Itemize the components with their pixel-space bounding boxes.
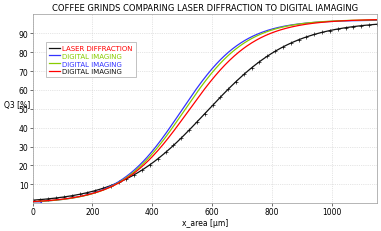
DIGITAL IMAGING	[290, 26, 294, 29]
DIGITAL IMAGING	[119, 179, 123, 182]
DIGITAL IMAGING	[290, 24, 294, 27]
DIGITAL IMAGING	[119, 180, 123, 183]
DIGITAL IMAGING	[30, 200, 35, 203]
LASER DIFFRACTION	[260, 59, 265, 62]
DIGITAL IMAGING	[91, 192, 96, 195]
DIGITAL IMAGING	[260, 32, 265, 34]
LASER DIFFRACTION	[91, 190, 96, 193]
DIGITAL IMAGING	[233, 49, 238, 52]
LASER DIFFRACTION	[233, 81, 238, 84]
Line: DIGITAL IMAGING: DIGITAL IMAGING	[33, 21, 377, 202]
X-axis label: x_area [μm]: x_area [μm]	[182, 218, 228, 227]
LASER DIFFRACTION	[290, 42, 294, 45]
DIGITAL IMAGING	[233, 54, 238, 57]
DIGITAL IMAGING	[260, 33, 265, 36]
DIGITAL IMAGING	[186, 100, 190, 102]
DIGITAL IMAGING	[233, 46, 238, 49]
LASER DIFFRACTION	[119, 180, 123, 183]
DIGITAL IMAGING	[91, 192, 96, 195]
DIGITAL IMAGING	[91, 192, 96, 195]
LASER DIFFRACTION	[30, 199, 35, 202]
DIGITAL IMAGING	[186, 110, 190, 113]
DIGITAL IMAGING	[375, 19, 379, 22]
DIGITAL IMAGING	[186, 104, 190, 107]
DIGITAL IMAGING	[119, 180, 123, 183]
DIGITAL IMAGING	[375, 20, 379, 23]
DIGITAL IMAGING	[30, 201, 35, 203]
DIGITAL IMAGING	[30, 202, 35, 205]
Title: COFFEE GRINDS COMPARING LASER DIFFRACTION TO DIGITAL IAMAGING: COFFEE GRINDS COMPARING LASER DIFFRACTIO…	[52, 4, 358, 13]
Line: LASER DIFFRACTION: LASER DIFFRACTION	[33, 25, 377, 200]
Line: DIGITAL IMAGING: DIGITAL IMAGING	[33, 21, 377, 203]
Line: DIGITAL IMAGING: DIGITAL IMAGING	[33, 21, 377, 202]
DIGITAL IMAGING	[290, 25, 294, 27]
LASER DIFFRACTION	[186, 130, 190, 133]
DIGITAL IMAGING	[375, 19, 379, 22]
LASER DIFFRACTION	[375, 24, 379, 27]
DIGITAL IMAGING	[260, 36, 265, 39]
Y-axis label: Q3 [%]: Q3 [%]	[4, 100, 30, 109]
Legend: LASER DIFFRACTION, DIGITAL IMAGING, DIGITAL IMAGING, DIGITAL IMAGING: LASER DIFFRACTION, DIGITAL IMAGING, DIGI…	[46, 43, 136, 78]
